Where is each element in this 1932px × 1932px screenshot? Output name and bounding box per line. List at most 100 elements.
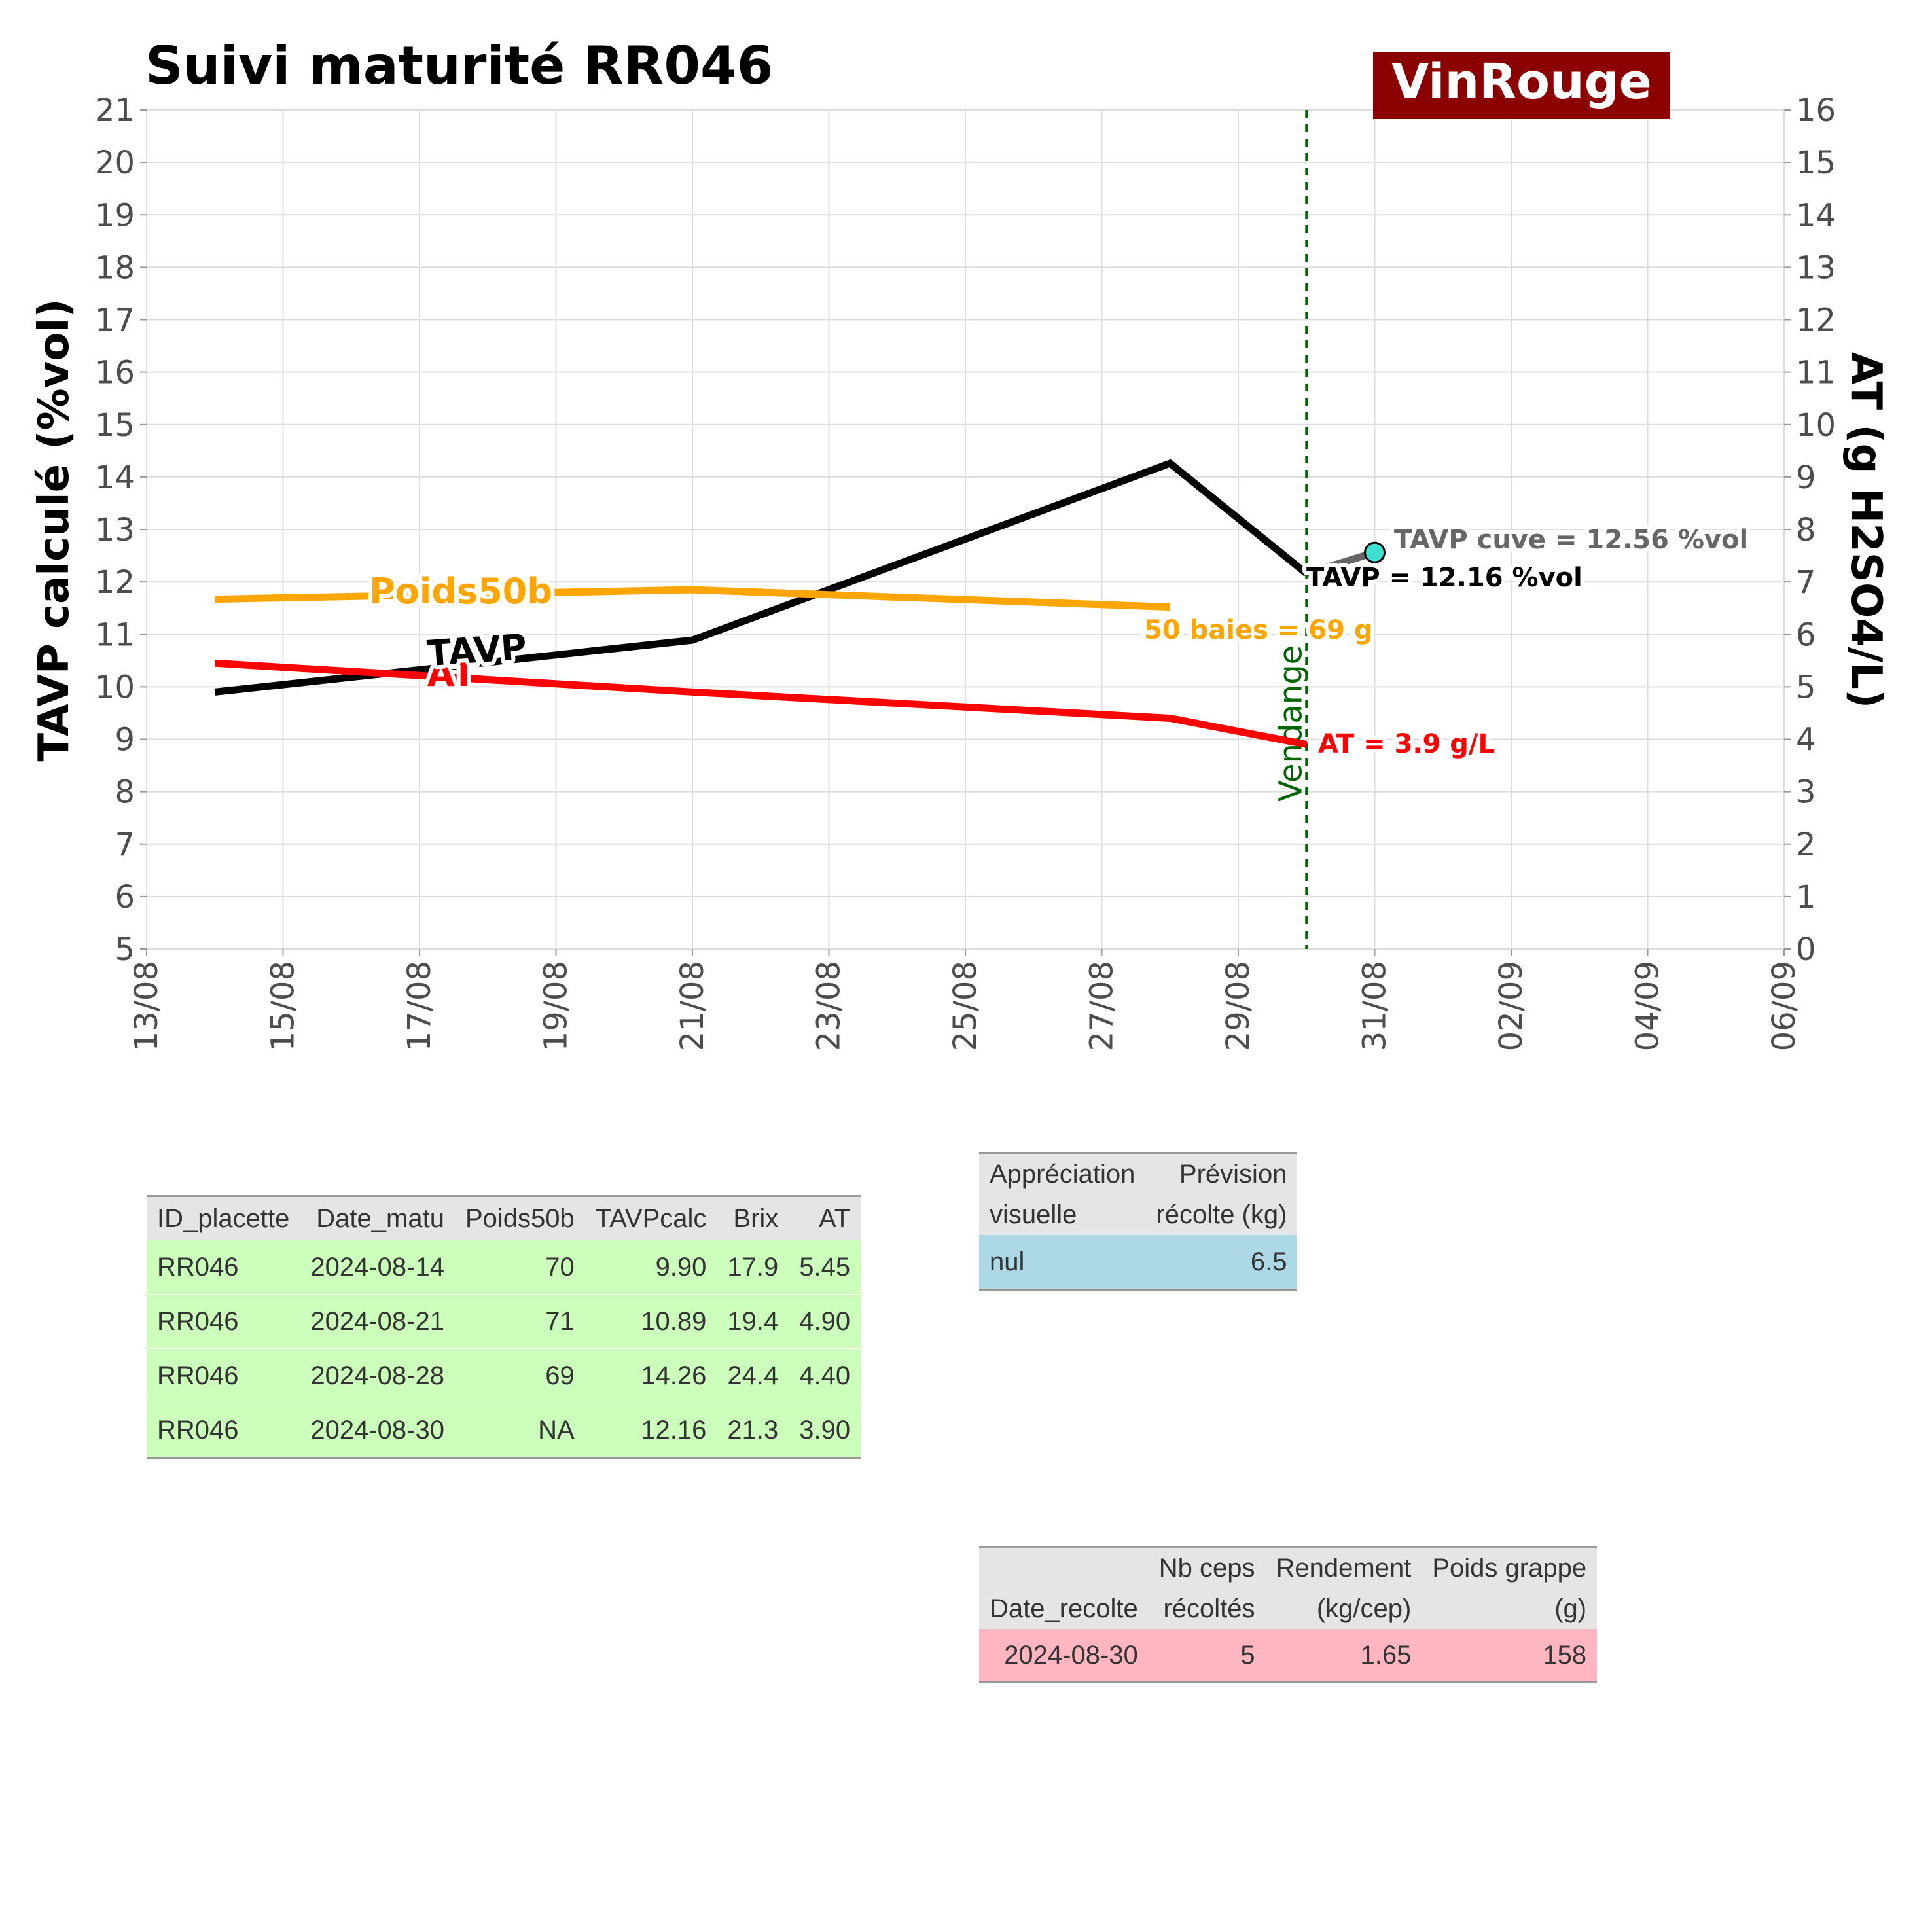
cuve-connector [1305,548,1376,577]
annotation-poids: 50 baies = 69 g [1144,615,1372,645]
table-cell: 3.90 [789,1403,861,1459]
series-label-at-halo: AT [427,653,476,694]
x-tick-label: 23/08 [811,961,848,1051]
left-tick-label: 11 [95,617,135,653]
table-header-row: Nb ceps Rendement Poids grappe [979,1547,1598,1588]
right-tick-label: 3 [1796,774,1816,811]
right-tick-label: 6 [1796,617,1816,653]
left-tick-label: 17 [95,302,135,339]
table-header-row: visuelle récolte (kg) [979,1194,1298,1235]
table-cell: RR046 [147,1348,300,1403]
left-tick-label: 14 [95,459,135,496]
table-cell: 5.45 [789,1240,861,1295]
col-header: Brix [717,1196,789,1240]
x-tick-label: 15/08 [265,961,302,1051]
table-row: RR046 2024-08-30 NA 12.16 21.3 3.90 [147,1403,861,1459]
right-tick-label: 9 [1796,459,1816,496]
table-cell: 2024-08-28 [300,1348,455,1403]
table-row: RR046 2024-08-14 70 9.90 17.9 5.45 [147,1240,861,1295]
x-tick-label: 02/09 [1493,961,1530,1051]
table-row: 2024-08-30 5 1.65 158 [979,1629,1598,1683]
harvest-line-group: Vendange [1272,110,1309,949]
right-tick-label: 14 [1796,197,1836,234]
right-tick-label: 10 [1796,407,1836,444]
table-cell: 6.5 [1145,1235,1298,1291]
table-cell: 14.26 [584,1348,717,1403]
left-tick-label: 6 [115,879,135,916]
series-label-poids50b-halo: Poids50b [369,571,552,612]
annotation-tavp-cuve-halo: TAVP cuve = 12.56 %vol [1394,525,1748,555]
visual-assessment-table: Appréciation Prévision visuelle récolte … [979,1152,1298,1291]
left-tick-label: 12 [95,564,135,601]
table-cell: nul [979,1235,1146,1291]
right-tick-label: 13 [1796,249,1836,286]
left-tick-label: 20 [95,145,135,181]
right-tick-label: 8 [1796,512,1816,548]
table-row: RR046 2024-08-28 69 14.26 24.4 4.40 [147,1348,861,1403]
table-header-row: ID_placette Date_matu Poids50b TAVPcalc … [147,1196,861,1240]
col-header: Appréciation [979,1153,1146,1194]
left-tick-label: 18 [95,249,135,286]
col-header: Nb ceps [1148,1547,1266,1588]
col-header [979,1547,1149,1588]
col-header: Date_recolte [979,1588,1149,1629]
table-cell: 2024-08-21 [300,1294,455,1349]
cuve-point [1364,541,1386,564]
left-tick-label: 13 [95,512,135,548]
harvest-label: Vendange [1272,645,1309,802]
right-tick-label: 12 [1796,302,1836,339]
left-tick-label: 8 [115,774,135,811]
table-cell: 2024-08-30 [300,1403,455,1459]
x-axis-ticks: 13/08 15/08 17/08 19/08 21/08 23/08 25/08 27/08… [128,949,1802,1051]
chart-title: Suivi maturité RR046 [145,35,773,96]
series-line-tavp [214,459,1309,696]
annotation-at-halo: AT = 3.9 g/L [1318,729,1495,759]
right-tick-label: 1 [1796,879,1816,916]
x-tick-label: 31/08 [1357,961,1393,1051]
col-header: TAVPcalc [584,1196,717,1240]
series-label-tavp: TAVP [426,626,528,674]
right-tick-label: 7 [1796,564,1816,601]
table-row: nul 6.5 [979,1235,1298,1291]
left-tick-label: 9 [115,722,135,759]
col-header: visuelle [979,1194,1146,1235]
maturity-table: ID_placette Date_matu Poids50b TAVPcalc … [147,1195,861,1459]
annotation-tavp-halo: TAVP = 12.16 %vol [1306,563,1583,593]
table-cell: RR046 [147,1240,300,1295]
table-header-row: Appréciation Prévision [979,1153,1298,1194]
right-tick-label: 11 [1796,355,1836,391]
left-tick-label: 15 [95,407,135,444]
harvest-table: Nb ceps Rendement Poids grappe Date_reco… [979,1546,1598,1683]
x-tick-label: 17/08 [401,961,438,1051]
col-header: Prévision [1145,1153,1298,1194]
left-tick-label: 21 [95,92,135,129]
series-label-at: AT [427,653,476,694]
left-tick-label: 19 [95,197,135,234]
left-tick-label: 16 [95,355,135,391]
right-tick-label: 5 [1796,669,1816,706]
left-axis-ticks: 5 6 7 8 9 10 11 12 13 14 15 16 17 18 19 20 21 [95,92,147,968]
right-tick-label: 15 [1796,145,1836,181]
vinrouge-badge-text: VinRouge [1391,54,1652,110]
table-cell: 21.3 [717,1403,789,1459]
x-tick-label: 19/08 [538,961,575,1051]
annotation-at: AT = 3.9 g/L [1318,729,1495,759]
left-tick-label: 10 [95,669,135,706]
col-header: AT [789,1196,861,1240]
table-cell: 9.90 [584,1240,717,1295]
table-cell: 158 [1422,1629,1598,1683]
col-header: Date_matu [300,1196,455,1240]
table-cell: 2024-08-30 [979,1629,1149,1683]
vinrouge-badge [1373,52,1670,119]
right-axis-label: AT (g H2SO4/L) [1842,352,1890,708]
table-row: RR046 2024-08-21 71 10.89 19.4 4.90 [147,1294,861,1349]
table-cell: 17.9 [717,1240,789,1295]
table-cell: 4.40 [789,1348,861,1403]
table-header-row: Date_recolte récoltés (kg/cep) (g) [979,1588,1598,1629]
table-cell: 10.89 [584,1294,717,1349]
table-cell: 24.4 [717,1348,789,1403]
table-cell: 2024-08-14 [300,1240,455,1295]
col-header: récoltés [1148,1588,1266,1629]
table-cell: RR046 [147,1294,300,1349]
